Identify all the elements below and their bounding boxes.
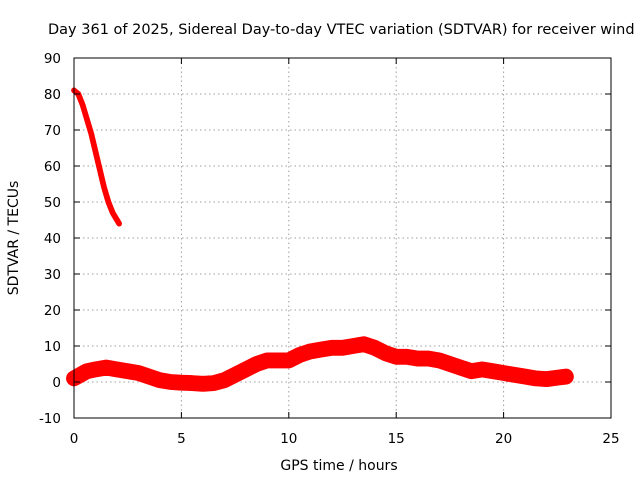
data-series [66,87,574,392]
x-tick-label: 10 [280,431,297,447]
data-point [545,377,549,381]
data-point [85,369,89,373]
data-point [106,200,110,204]
grid-lines [74,58,611,418]
data-point [158,378,162,382]
y-tick-label: 30 [44,267,61,283]
data-point [308,349,312,353]
data-point [276,358,280,362]
y-tick-label: 60 [44,159,61,175]
data-point [117,222,121,226]
data-point [190,381,194,385]
y-tick-label: 10 [44,339,61,355]
data-point [383,351,387,355]
data-point [341,346,344,350]
x-tick-label: 5 [177,431,186,447]
data-point [102,186,106,190]
data-point [98,168,102,172]
data-point [244,367,248,371]
data-point [330,346,334,350]
data-point [147,375,151,379]
data-point [93,150,97,154]
data-point [85,117,89,121]
y-tick-label: 80 [44,87,61,103]
data-point [201,382,205,386]
data-point [298,353,302,357]
y-tick-label: 90 [44,51,61,67]
data-point [81,103,85,107]
data-point [405,355,409,359]
data-point [78,373,82,377]
data-point [111,211,115,215]
axis-ticks: 0 5 10 15 20 25 -10 0 10 20 30 40 50 60 70 80 90 [39,51,620,447]
x-tick-label: 0 [70,431,79,447]
x-tick-label: 20 [495,431,512,447]
data-point [502,371,506,375]
x-tick-label: 25 [602,431,619,447]
series-trace [66,336,574,392]
data-point [534,376,538,380]
x-axis-label: GPS time / hours [280,458,397,474]
y-tick-label: 70 [44,123,61,139]
data-point [222,378,226,382]
data-point [416,357,420,361]
data-point [480,367,484,371]
data-point [394,355,398,359]
data-point [265,358,269,362]
data-point [115,367,119,371]
data-point [459,366,463,370]
data-point [437,358,441,362]
data-point [136,371,140,375]
data-point [491,369,495,373]
data-point [523,375,527,379]
data-point [426,357,430,361]
y-tick-label: 0 [52,375,61,391]
data-point [179,381,183,385]
data-point [169,380,173,384]
data-point [212,381,216,385]
series-trace [71,87,122,227]
y-tick-label: 40 [44,231,61,247]
data-point [233,373,237,377]
data-point [448,362,452,366]
data-point [93,367,97,371]
y-tick-label: -10 [39,411,61,427]
data-point [373,346,377,350]
data-point [104,366,108,370]
chart-title: Day 361 of 2025, Sidereal Day-to-day VTE… [48,22,635,38]
data-point [115,218,119,222]
data-point [89,132,93,136]
data-point [362,342,366,346]
data-point [512,373,516,377]
data-point [555,376,559,380]
y-tick-label: 20 [44,303,61,319]
data-point [319,348,323,352]
data-point [469,369,473,373]
data-point [351,344,355,348]
y-tick-label: 50 [44,195,61,211]
plot-frame [73,57,612,419]
data-point [126,369,130,373]
y-axis-label: SDTVAR / TECUs [6,181,22,296]
data-point [255,362,259,366]
x-tick-label: 15 [388,431,405,447]
data-point [287,358,291,362]
data-point [564,375,568,379]
